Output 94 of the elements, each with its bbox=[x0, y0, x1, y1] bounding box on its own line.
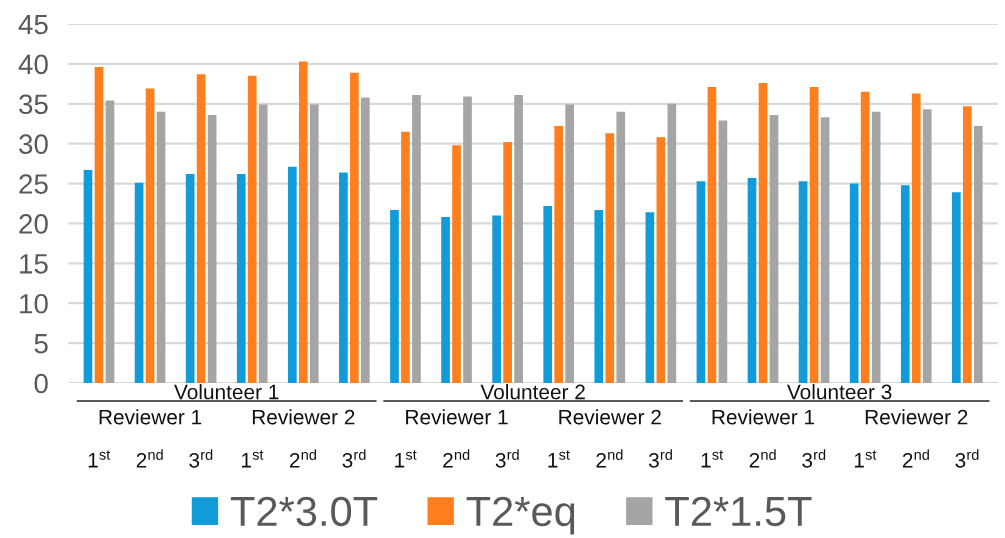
legend-label: T2*3.0T bbox=[230, 496, 378, 527]
x-tick-label: 1$^{st}$ bbox=[701, 450, 724, 468]
bar bbox=[258, 104, 268, 383]
bar bbox=[339, 172, 348, 383]
bar bbox=[390, 209, 399, 383]
legend-label: T2*eq bbox=[466, 496, 575, 535]
x-tick-label: 1$^{st}$ bbox=[395, 450, 417, 468]
bar bbox=[871, 111, 881, 383]
bar bbox=[809, 87, 819, 383]
bar bbox=[196, 74, 206, 383]
y-tick-label: 25 bbox=[19, 174, 48, 194]
y-tick-label: 45 bbox=[18, 14, 48, 35]
bar bbox=[543, 205, 553, 383]
y-tick-label: 30 bbox=[19, 134, 48, 155]
bar bbox=[605, 133, 615, 383]
bar bbox=[900, 185, 910, 383]
bar bbox=[565, 104, 575, 383]
bar bbox=[860, 91, 870, 383]
bar bbox=[616, 111, 626, 383]
x-tick-label: 2$^{nd}$ bbox=[136, 449, 163, 468]
x-tick-label: 1$^{st}$ bbox=[88, 450, 111, 468]
bar bbox=[514, 95, 523, 383]
x-tick-label: 2$^{nd}$ bbox=[749, 449, 776, 468]
bar bbox=[656, 137, 666, 383]
legend-label: T2*1.5T bbox=[665, 496, 812, 527]
bar bbox=[849, 183, 859, 383]
text: Reviewer 2 bbox=[865, 409, 968, 425]
text: Volunteer 2 bbox=[480, 384, 585, 400]
text: Volunteer 1 bbox=[174, 384, 279, 400]
text: Reviewer 1 bbox=[99, 409, 202, 425]
bar bbox=[452, 145, 461, 383]
bar bbox=[185, 173, 195, 383]
bar bbox=[145, 88, 155, 383]
y-tick-label: 35 bbox=[19, 94, 48, 115]
bar bbox=[156, 111, 166, 383]
bar bbox=[922, 109, 932, 383]
bar bbox=[361, 97, 370, 383]
y-tick-label: 0 bbox=[34, 373, 48, 394]
bar bbox=[207, 114, 217, 383]
bar bbox=[401, 131, 410, 383]
y-tick-label: 15 bbox=[20, 254, 48, 274]
bar bbox=[962, 106, 972, 383]
x-tick-label: 2$^{nd}$ bbox=[596, 449, 623, 468]
bar bbox=[350, 72, 359, 383]
y-tick-label: 5 bbox=[34, 334, 48, 354]
bar bbox=[645, 212, 655, 383]
bar bbox=[492, 215, 501, 383]
text: Reviewer 2 bbox=[252, 409, 355, 425]
bar bbox=[412, 95, 421, 383]
bar bbox=[973, 126, 983, 383]
x-tick-label: 1$^{st}$ bbox=[241, 450, 264, 468]
bar bbox=[441, 217, 450, 383]
bar bbox=[798, 181, 808, 383]
bar bbox=[287, 166, 297, 383]
bar bbox=[83, 169, 93, 383]
x-tick-label: 1$^{st}$ bbox=[854, 450, 877, 468]
bar bbox=[911, 93, 921, 383]
bar bbox=[247, 75, 257, 383]
x-tick-label: 2$^{nd}$ bbox=[289, 449, 316, 468]
y-tick-label: 40 bbox=[18, 54, 48, 75]
x-tick-label: 3$^{rd}$ bbox=[955, 449, 979, 468]
y-tick-label: 20 bbox=[19, 214, 48, 234]
text: Reviewer 1 bbox=[712, 409, 815, 425]
bar bbox=[758, 83, 768, 383]
x-tick-label: 3$^{rd}$ bbox=[495, 449, 519, 468]
bar bbox=[463, 96, 472, 383]
bar bbox=[105, 100, 115, 383]
bar bbox=[707, 87, 717, 383]
x-tick-label: 3$^{rd}$ bbox=[648, 449, 672, 468]
text: Reviewer 1 bbox=[406, 409, 508, 425]
bar bbox=[236, 173, 246, 383]
bar bbox=[820, 117, 830, 383]
bar bbox=[503, 142, 512, 383]
bar bbox=[718, 120, 728, 383]
y-tick-label: 10 bbox=[20, 293, 48, 314]
x-tick-label: 3$^{rd}$ bbox=[802, 449, 826, 468]
x-tick-label: 3$^{rd}$ bbox=[342, 449, 366, 468]
bar bbox=[696, 181, 706, 383]
bar bbox=[594, 209, 604, 383]
bar bbox=[309, 104, 319, 383]
bar bbox=[747, 177, 757, 383]
x-tick-label: 1$^{st}$ bbox=[548, 450, 570, 468]
bar bbox=[951, 192, 961, 383]
bar bbox=[667, 103, 677, 383]
text: Volunteer 3 bbox=[787, 384, 892, 400]
bar bbox=[298, 61, 308, 383]
bar bbox=[554, 126, 564, 383]
text: Reviewer 2 bbox=[559, 409, 661, 425]
bar bbox=[94, 67, 104, 383]
x-tick-label: 3$^{rd}$ bbox=[189, 449, 213, 468]
x-tick-label: 2$^{nd}$ bbox=[443, 449, 470, 468]
bar bbox=[134, 182, 144, 383]
bar bbox=[769, 114, 779, 383]
x-tick-label: 2$^{nd}$ bbox=[902, 449, 929, 468]
